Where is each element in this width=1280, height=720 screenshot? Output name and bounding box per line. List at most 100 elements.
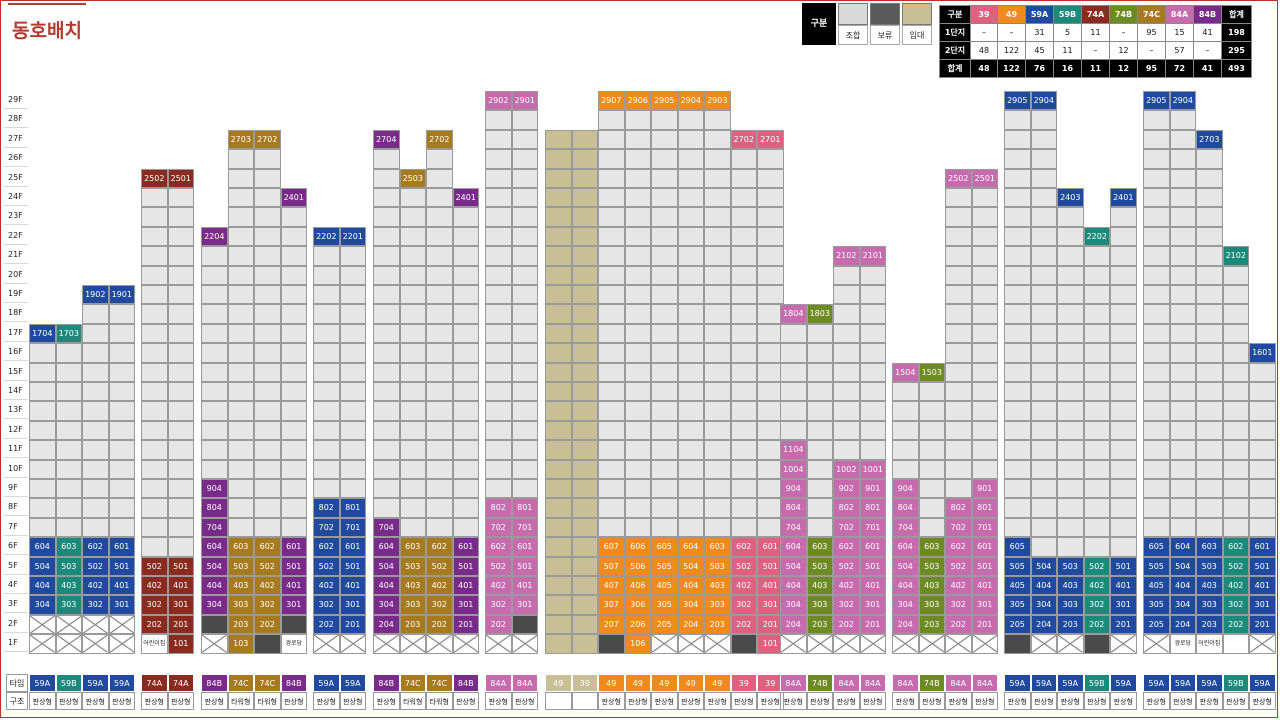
unit-cell: 503 (1196, 556, 1223, 576)
floor-label: 23F (4, 207, 28, 226)
unit-cell-blank (1030, 517, 1057, 538)
summary-cell: 합계 (939, 59, 971, 78)
piloti-cell (452, 634, 479, 654)
footer-type-cell: 84B (452, 674, 479, 692)
unit-cell: 504 (373, 556, 400, 576)
footer-type-label: 타입 (6, 674, 28, 692)
unit-cell: 605 (1004, 537, 1031, 557)
unit-cell: 904 (892, 479, 919, 499)
unit-cell-blank (1222, 401, 1249, 421)
unit-cell-blank (426, 362, 453, 382)
rental-cell (545, 634, 572, 654)
unit-cell-blank (1169, 401, 1196, 421)
unit-cell-blank (82, 479, 109, 499)
unit-cell-blank (598, 440, 625, 460)
floor-label: 11F (4, 440, 28, 459)
unit-cell: 802 (833, 498, 860, 518)
footer-type-cell: 59A (1030, 674, 1057, 692)
unit-cell-blank (141, 265, 168, 285)
unit-cell-blank (1004, 440, 1031, 460)
unit-cell-blank (485, 343, 512, 363)
unit-cell-blank (511, 323, 538, 344)
unit-cell-blank (1169, 382, 1196, 402)
unit-cell-blank (452, 285, 479, 305)
unit-cell-top: 2501 (971, 168, 998, 188)
unit-cell-blank (704, 498, 731, 518)
unit-cell-blank (1169, 304, 1196, 324)
unit-cell-top: 1803 (806, 304, 833, 324)
piloti-cell (892, 634, 919, 654)
unit-cell-blank (227, 459, 254, 479)
unit-cell: 401 (511, 576, 538, 596)
rental-cell (571, 556, 598, 576)
unit-cell: 802 (485, 498, 512, 518)
rental-cell (571, 595, 598, 615)
unit-cell-blank (227, 285, 254, 305)
unit-cell-blank (945, 285, 972, 305)
unit-cell-blank (373, 246, 400, 266)
rental-cell (571, 479, 598, 499)
footer-type-cell: 74B (918, 674, 945, 692)
unit-cell: 502 (254, 556, 281, 576)
unit-cell-top: 2904 (677, 91, 704, 111)
unit-cell-blank (1004, 517, 1031, 538)
unit-cell-top: 2906 (624, 91, 651, 111)
unit-cell-blank (1143, 401, 1170, 421)
unit-cell: 201 (1110, 614, 1137, 635)
unit-cell-blank (1169, 479, 1196, 499)
unit-cell-special (1143, 634, 1170, 654)
unit-cell-blank (426, 246, 453, 266)
unit-cell-blank (254, 343, 281, 363)
summary-cell: 48 (970, 59, 998, 78)
unit-cell: 402 (945, 576, 972, 596)
unit-cell-blank (511, 382, 538, 402)
unit-cell-special (280, 614, 307, 635)
unit-cell-blank (485, 440, 512, 460)
unit-cell-blank (1057, 343, 1084, 363)
unit-cell-blank (1057, 304, 1084, 324)
footer-type-cell: 59A (339, 674, 366, 692)
unit-cell-top: 2501 (167, 168, 194, 188)
footer-type-cell: 59B (1083, 674, 1110, 692)
unit-cell-blank (485, 323, 512, 344)
unit-cell-blank (1004, 149, 1031, 169)
unit-cell: 301 (167, 595, 194, 615)
unit-cell-blank (971, 323, 998, 344)
unit-cell: 202 (730, 614, 757, 635)
unit-cell-blank (624, 440, 651, 460)
unit-cell-blank (651, 207, 678, 227)
unit-cell: 303 (399, 595, 426, 615)
footer-type-cell: 49 (704, 674, 731, 692)
unit-cell-blank (918, 459, 945, 479)
unit-cell-blank (677, 440, 704, 460)
summary-cell: 16 (1053, 59, 1082, 78)
unit-cell: 503 (399, 556, 426, 576)
unit-cell: 404 (201, 576, 228, 596)
unit-cell-blank (1110, 226, 1137, 247)
unit-cell-blank (1004, 226, 1031, 247)
unit-cell-blank (201, 401, 228, 421)
unit-cell: 503 (227, 556, 254, 576)
rental-cell (545, 556, 572, 576)
unit-cell-blank (1030, 285, 1057, 305)
floor-label: 21F (4, 246, 28, 265)
unit-cell-blank (806, 459, 833, 479)
unit-cell: 405 (1143, 576, 1170, 596)
unit-cell-blank (280, 226, 307, 247)
unit-cell: 304 (892, 595, 919, 615)
unit-cell: 201 (971, 614, 998, 635)
unit-cell-blank (141, 188, 168, 208)
unit-cell-blank (452, 382, 479, 402)
piloti-cell (677, 634, 704, 654)
summary-header-cell: 84A (1165, 5, 1194, 24)
rental-cell (571, 440, 598, 460)
unit-cell-blank (1057, 226, 1084, 247)
unit-cell-blank (730, 382, 757, 402)
summary-cell: 48 (970, 41, 998, 60)
summary-cell: 12 (1109, 59, 1138, 78)
unit-cell: 405 (1004, 576, 1031, 596)
unit-cell-blank (1057, 479, 1084, 499)
unit-cell-blank (1143, 226, 1170, 247)
unit-cell: 403 (918, 576, 945, 596)
summary-cell: 5 (1053, 23, 1082, 42)
